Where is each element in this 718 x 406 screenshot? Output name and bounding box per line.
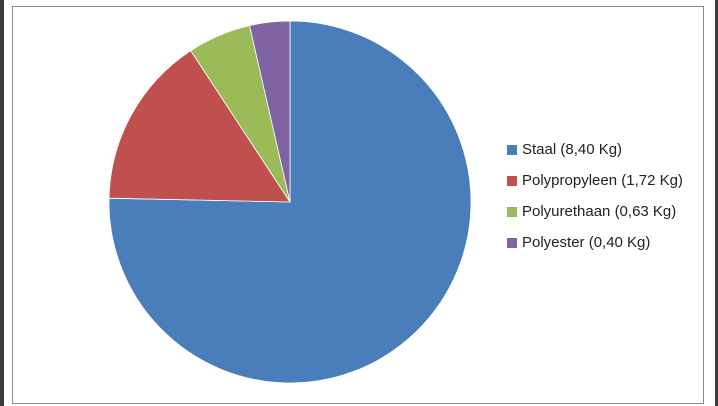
legend-item-polyurethaan: Polyurethaan (0,63 Kg) — [507, 202, 707, 221]
legend-swatch-staal — [507, 144, 517, 155]
legend-label-polyurethaan: Polyurethaan (0,63 Kg) — [522, 203, 677, 220]
pie-slice-polyester — [249, 20, 291, 203]
legend-label-staal: Staal (8,40 Kg) — [522, 141, 623, 158]
legend-label-polypropyleen: Polypropyleen (1,72 Kg) — [522, 172, 683, 189]
legend-item-polyester: Polyester (0,40 Kg) — [507, 233, 707, 252]
legend-label-polyester: Polyester (0,40 Kg) — [522, 234, 651, 251]
pie-slice-staal — [108, 20, 472, 384]
legend-item-polypropyleen: Polypropyleen (1,72 Kg) — [507, 171, 707, 190]
legend: Staal (8,40 Kg) Polypropyleen (1,72 Kg) … — [507, 140, 707, 264]
legend-swatch-polyester — [507, 237, 517, 248]
legend-item-staal: Staal (8,40 Kg) — [507, 140, 707, 159]
legend-swatch-polyurethaan — [507, 206, 517, 217]
window-edge-left — [0, 0, 4, 406]
window-edge-right — [715, 0, 718, 406]
pie-slice-polypropyleen — [108, 50, 291, 203]
legend-swatch-polypropyleen — [507, 175, 517, 186]
